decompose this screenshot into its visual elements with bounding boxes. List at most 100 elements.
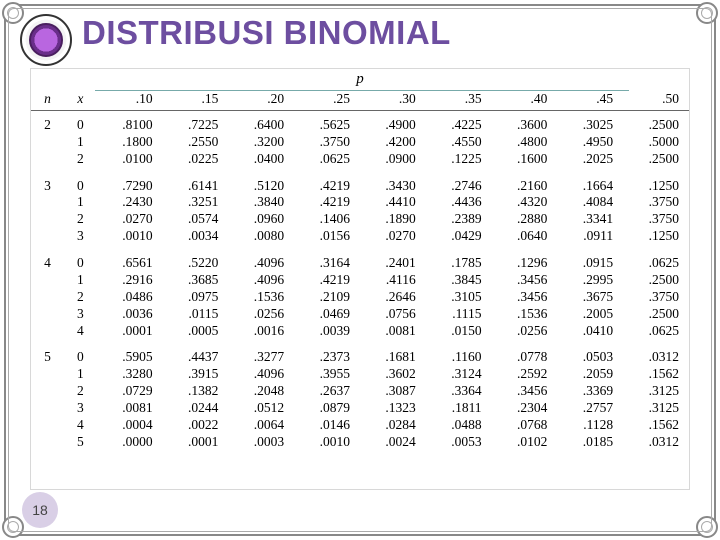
cell-value: .0911	[557, 228, 623, 245]
cell-x: 2	[64, 211, 97, 228]
cell-value: .8100	[97, 110, 163, 133]
cell-value: .0756	[360, 306, 426, 323]
cell-value: .3277	[228, 349, 294, 366]
cell-value: .1890	[360, 211, 426, 228]
group-separator	[31, 339, 689, 349]
cell-value: .4219	[294, 178, 360, 195]
cell-n: 5	[31, 349, 64, 366]
cell-value: .2500	[623, 306, 689, 323]
cell-value: .0960	[228, 211, 294, 228]
cell-value: .2500	[623, 272, 689, 289]
cell-x: 0	[64, 255, 97, 272]
cell-value: .3456	[492, 289, 558, 306]
cell-value: .0915	[557, 255, 623, 272]
cell-value: .2109	[294, 289, 360, 306]
cell-value: .1323	[360, 400, 426, 417]
cell-value: .3364	[426, 383, 492, 400]
cell-value: .1562	[623, 366, 689, 383]
cell-value: .4410	[360, 194, 426, 211]
cell-value: .0024	[360, 434, 426, 451]
cell-value: .2746	[426, 178, 492, 195]
cell-value: .2592	[492, 366, 558, 383]
cell-value: .2048	[228, 383, 294, 400]
cell-value: .0512	[228, 400, 294, 417]
col-p-header: .10	[97, 91, 163, 110]
table-row: 1.3280.3915.4096.3955.3602.3124.2592.205…	[31, 366, 689, 383]
binomial-table: p n x .10 .15 .20 .25 .30 .35 .40 .45 .5…	[30, 68, 690, 490]
cell-value: .2500	[623, 110, 689, 133]
cell-x: 3	[64, 400, 97, 417]
cell-value: .3750	[623, 289, 689, 306]
cell-value: .2637	[294, 383, 360, 400]
table-row: 4.0001.0005.0016.0039.0081.0150.0256.041…	[31, 323, 689, 340]
cell-value: .1225	[426, 151, 492, 168]
table-row: 20.8100.7225.6400.5625.4900.4225.3600.30…	[31, 110, 689, 133]
cell-value: .2059	[557, 366, 623, 383]
cell-x: 4	[64, 417, 97, 434]
col-p-header: .35	[426, 91, 492, 110]
col-p-header: .50	[623, 91, 689, 110]
cell-value: .0625	[623, 255, 689, 272]
cell-value: .7290	[97, 178, 163, 195]
cell-value: .1536	[492, 306, 558, 323]
cell-value: .6141	[163, 178, 229, 195]
cell-value: .0185	[557, 434, 623, 451]
table-row: 30.7290.6141.5120.4219.3430.2746.2160.16…	[31, 178, 689, 195]
cell-value: .0488	[426, 417, 492, 434]
cell-n	[31, 134, 64, 151]
cell-n	[31, 228, 64, 245]
cell-value: .0256	[492, 323, 558, 340]
cell-value: .3125	[623, 400, 689, 417]
cell-x: 5	[64, 434, 97, 451]
cell-value: .0778	[492, 349, 558, 366]
cell-value: .2025	[557, 151, 623, 168]
cell-value: .0975	[163, 289, 229, 306]
cell-value: .0270	[97, 211, 163, 228]
cell-value: .2916	[97, 272, 163, 289]
cell-value: .1600	[492, 151, 558, 168]
cell-value: .1250	[623, 178, 689, 195]
cell-value: .0039	[294, 323, 360, 340]
logo-emblem	[29, 23, 63, 57]
cell-value: .3341	[557, 211, 623, 228]
cell-value: .1536	[228, 289, 294, 306]
cell-value: .0400	[228, 151, 294, 168]
cell-value: .2373	[294, 349, 360, 366]
cell-value: .6561	[97, 255, 163, 272]
table-row: 4.0004.0022.0064.0146.0284.0488.0768.112…	[31, 417, 689, 434]
cell-value: .0879	[294, 400, 360, 417]
cell-value: .1250	[623, 228, 689, 245]
cell-value: .1382	[163, 383, 229, 400]
cell-value: .0900	[360, 151, 426, 168]
cell-value: .4225	[426, 110, 492, 133]
cell-value: .4219	[294, 194, 360, 211]
col-p-header: .25	[294, 91, 360, 110]
cell-value: .0574	[163, 211, 229, 228]
cell-n	[31, 289, 64, 306]
cell-n: 4	[31, 255, 64, 272]
cell-value: .3200	[228, 134, 294, 151]
cell-value: .0256	[228, 306, 294, 323]
cell-value: .3125	[623, 383, 689, 400]
cell-value: .0036	[97, 306, 163, 323]
cell-value: .3602	[360, 366, 426, 383]
cell-x: 1	[64, 366, 97, 383]
cell-value: .0053	[426, 434, 492, 451]
cell-value: .4096	[228, 366, 294, 383]
cell-value: .0270	[360, 228, 426, 245]
cell-value: .3750	[294, 134, 360, 151]
cell-n	[31, 194, 64, 211]
table-row: 2.0270.0574.0960.1406.1890.2389.2880.334…	[31, 211, 689, 228]
cell-value: .5625	[294, 110, 360, 133]
cell-value: .1406	[294, 211, 360, 228]
table-row: 1.1800.2550.3200.3750.4200.4550.4800.495…	[31, 134, 689, 151]
cell-x: 4	[64, 323, 97, 340]
cell-value: .3369	[557, 383, 623, 400]
cell-value: .0312	[623, 434, 689, 451]
table-row: 3.0036.0115.0256.0469.0756.1115.1536.200…	[31, 306, 689, 323]
cell-value: .1681	[360, 349, 426, 366]
group-separator	[31, 245, 689, 255]
cell-n	[31, 211, 64, 228]
cell-value: .5905	[97, 349, 163, 366]
cell-value: .3915	[163, 366, 229, 383]
